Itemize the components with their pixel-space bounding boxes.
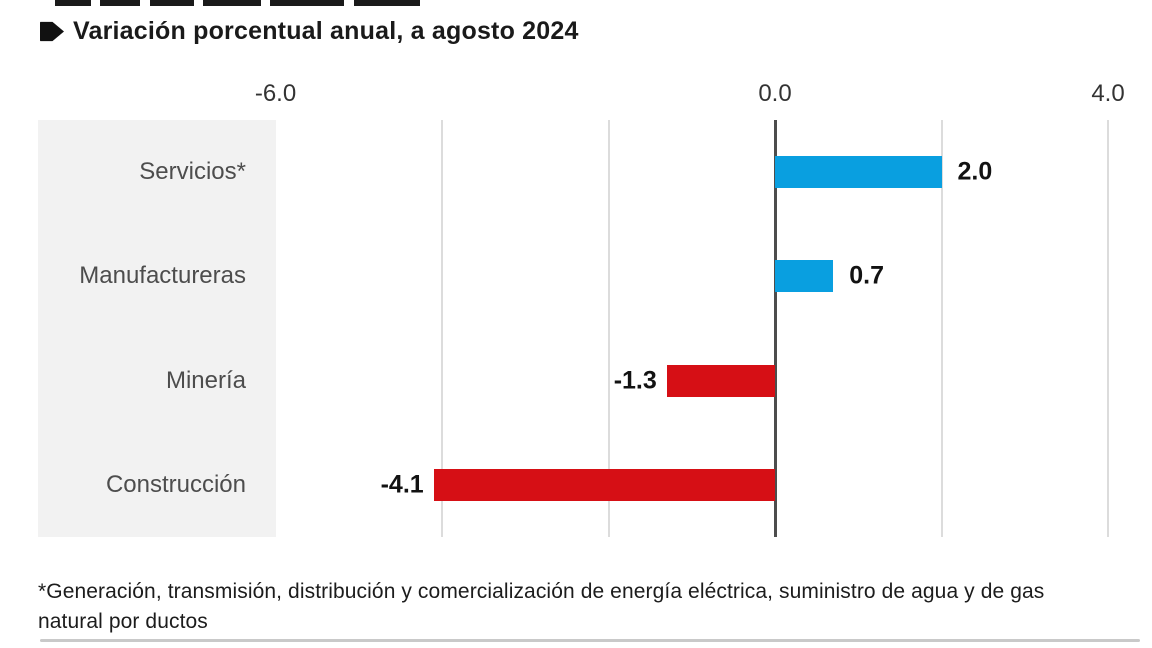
category-label: Servicios* <box>139 158 246 186</box>
bar-positive <box>775 260 834 293</box>
cropped-title-fragment <box>270 0 344 6</box>
x-axis-tick-label: -6.0 <box>254 80 297 107</box>
plot-area: Servicios* 2.0 Manufactureras 0.7 Minería -1.… <box>0 120 1152 537</box>
x-axis-tick-label: 0.0 <box>758 80 792 107</box>
category-label-panel <box>38 120 276 537</box>
zero-axis-line <box>774 120 777 537</box>
bar-negative <box>433 468 775 501</box>
cropped-title-fragment <box>203 0 261 6</box>
category-label: Construcción <box>105 470 246 498</box>
footnote: *Generación, transmisión, distribución y… <box>38 577 1123 637</box>
cropped-title-fragment <box>55 0 91 6</box>
category-label: Minería <box>165 366 246 394</box>
bar-positive <box>775 156 942 189</box>
gridline <box>940 120 943 537</box>
gridline <box>441 120 443 537</box>
category-label: Manufactureras <box>79 262 246 290</box>
footnote-line1: *Generación, transmisión, distribución y… <box>38 580 1045 603</box>
cropped-title-fragment <box>354 0 420 6</box>
bullet-pentagon-icon <box>40 21 64 42</box>
value-label: 2.0 <box>957 157 993 186</box>
value-label: -1.3 <box>613 366 657 395</box>
value-label: -4.1 <box>380 470 424 499</box>
gridline <box>1107 120 1109 537</box>
value-label: 0.7 <box>849 261 885 290</box>
cropped-title-fragment <box>100 0 140 6</box>
footnote-line2: natural por ductos <box>38 609 208 633</box>
chart-subtitle-row: Variación porcentual anual, a agosto 202… <box>40 17 579 46</box>
bottom-divider <box>40 639 1140 642</box>
bar-negative <box>666 364 775 397</box>
x-axis-tick-label: 4.0 <box>1091 80 1125 107</box>
chart-subtitle: Variación porcentual anual, a agosto 202… <box>73 17 579 45</box>
cropped-title-fragment <box>150 0 194 6</box>
gridline <box>607 120 610 537</box>
